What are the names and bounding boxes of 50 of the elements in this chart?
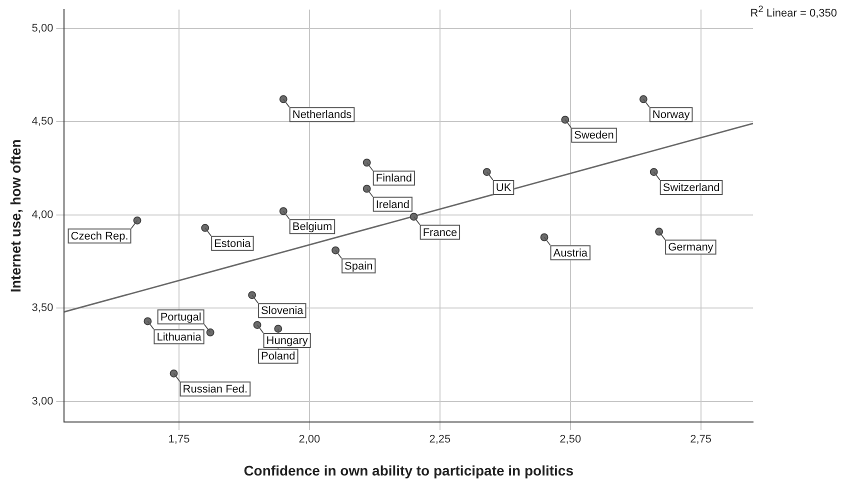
point [144, 317, 152, 326]
x-axis-title: Confidence in own ability to participate in politics [244, 462, 574, 478]
annotation: Netherlands [292, 109, 352, 122]
annotation: Norway [652, 109, 690, 122]
point [206, 328, 214, 336]
x-tick-label: 2,50 [560, 434, 582, 446]
point [170, 369, 178, 378]
point [133, 216, 142, 224]
annotation: Poland [261, 350, 296, 363]
point [655, 228, 664, 236]
point [362, 158, 371, 167]
annotation: UK [496, 182, 512, 194]
point [274, 324, 282, 333]
point [248, 291, 256, 300]
annotation: Czech Rep. [70, 230, 128, 242]
x-tick-label: 2,25 [429, 434, 451, 446]
annotation: France [422, 226, 458, 239]
y-tick-label: 4,50 [32, 116, 54, 128]
point [253, 320, 262, 329]
point [362, 184, 371, 193]
point [639, 95, 648, 104]
x-tick-label: 2,75 [690, 434, 712, 446]
annotation: Austria [553, 247, 588, 260]
annotation: Belgium [292, 221, 332, 234]
point [561, 116, 570, 124]
annotation: Russian Fed. [182, 384, 248, 396]
point [650, 168, 658, 176]
point [279, 95, 288, 104]
y-tick-label: 4,00 [32, 208, 54, 221]
annotation: Portugal [160, 311, 202, 324]
annotation: R$^{2}$ Linear = 0,350 [750, 4, 837, 20]
annotation: Slovenia [261, 305, 304, 318]
x-tick-label: 1,75 [168, 434, 190, 446]
y-axis-title: Internet use, how often [7, 139, 24, 292]
y-tick-label: 3,00 [32, 396, 54, 408]
annotation: Sweden [574, 130, 614, 142]
point [279, 207, 288, 216]
annotation: Switzerland [662, 182, 720, 194]
annotation: Estonia [214, 238, 252, 250]
annotation: Spain [344, 260, 373, 272]
x-tick-label: 2,00 [298, 434, 320, 446]
annotation: Hungary [266, 334, 308, 347]
point [482, 168, 491, 176]
annotation: Ireland [376, 198, 410, 211]
y-tick-label: 5,00 [32, 22, 54, 34]
annotation: Finland [376, 172, 412, 185]
annotation: Lithuania [156, 331, 202, 344]
point [201, 224, 210, 232]
annotation: Germany [668, 242, 714, 254]
y-tick-label: 3,50 [32, 302, 54, 314]
